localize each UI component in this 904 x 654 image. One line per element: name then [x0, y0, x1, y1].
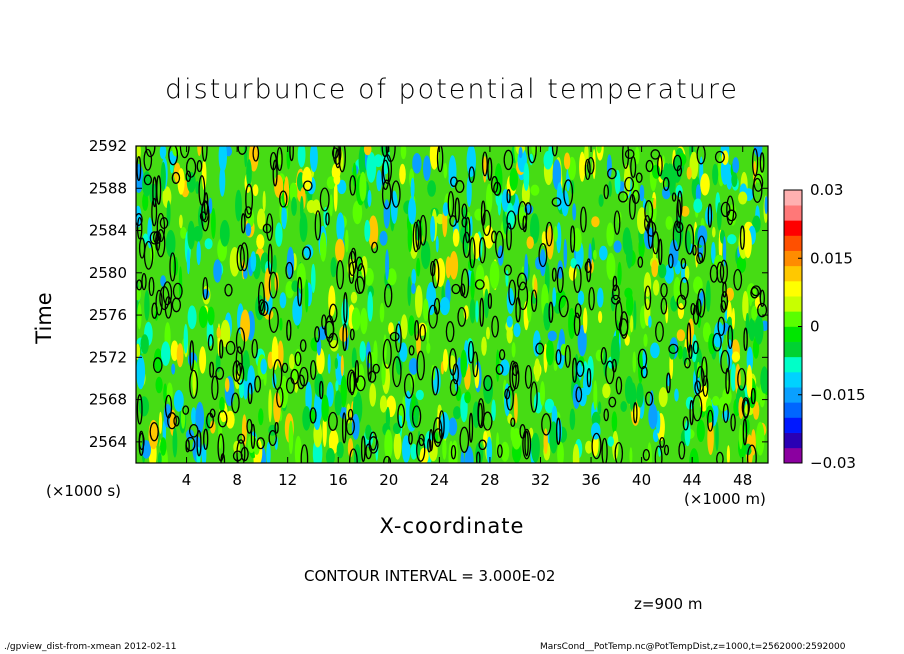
contour-interval: CONTOUR INTERVAL = 3.000E-02 — [304, 567, 556, 585]
x-tick-label: 4 — [182, 471, 192, 489]
x-tick-label: 16 — [329, 471, 348, 489]
y-tick-label: 2584 — [89, 222, 127, 240]
y-axis-label: Time — [32, 292, 56, 344]
x-axis-label: X-coordinate — [379, 514, 525, 538]
colorbar-swatch — [784, 190, 802, 206]
contour-lines — [136, 146, 768, 463]
colorbar-tick-label: −0.03 — [810, 454, 856, 472]
x-tick-label: 8 — [232, 471, 242, 489]
level-annotation: z=900 m — [634, 595, 703, 613]
chart-title: disturbunce of potential temperature — [165, 74, 739, 105]
colorbar-swatch — [784, 281, 802, 297]
x-tick-label: 40 — [632, 471, 651, 489]
colorbar-swatch — [784, 447, 802, 464]
x-tick-label: 36 — [581, 471, 600, 489]
y-tick-label: 2580 — [89, 264, 127, 282]
colorbar-swatch — [784, 265, 802, 282]
colorbar-tick-label: −0.015 — [810, 386, 866, 404]
colorbar-tick-label: 0.03 — [810, 181, 843, 199]
y-axis-unit: (×1000 s) — [46, 482, 122, 500]
footer-left: ./gpview_dist-from-xmean 2012-02-11 — [4, 642, 177, 652]
y-tick-label: 2576 — [89, 306, 127, 324]
colorbar-swatch — [784, 372, 802, 388]
y-tick-label: 2568 — [89, 391, 127, 409]
y-tick-label: 2588 — [89, 179, 127, 197]
colorbar-swatch — [784, 250, 802, 267]
colorbar-tick-label: 0.015 — [810, 249, 853, 267]
x-tick-label: 48 — [733, 471, 752, 489]
colorbar-swatch — [784, 341, 802, 358]
y-tick-label: 2564 — [89, 433, 127, 451]
y-tick-label: 2572 — [89, 348, 127, 366]
x-axis-unit: (×1000 m) — [684, 490, 766, 508]
x-tick-label: 28 — [480, 471, 499, 489]
colorbar-swatch — [784, 387, 802, 403]
colorbar-swatch — [784, 356, 802, 373]
colorbar-swatch — [784, 235, 802, 251]
plot-frame — [135, 145, 769, 464]
colorbar-swatch — [784, 296, 802, 312]
footer-right: MarsCond__PotTemp.nc@PotTempDist,z=1000,… — [540, 642, 846, 652]
colorbar-swatch — [784, 311, 802, 327]
colorbar-swatch — [784, 326, 802, 342]
heatmap-field — [136, 146, 768, 463]
x-tick-label: 44 — [683, 471, 702, 489]
colorbar-swatch — [784, 432, 802, 449]
colorbar-tick-label: 0 — [810, 318, 820, 336]
colorbar-swatch — [784, 220, 802, 236]
colorbar-swatch — [784, 417, 802, 433]
x-tick-label: 32 — [531, 471, 550, 489]
x-tick-label: 20 — [379, 471, 398, 489]
colorbar-swatch — [784, 205, 802, 221]
x-tick-label: 24 — [430, 471, 449, 489]
x-tick-label: 12 — [278, 471, 297, 489]
colorbar-swatch — [784, 402, 802, 418]
y-tick-label: 2592 — [89, 137, 127, 155]
